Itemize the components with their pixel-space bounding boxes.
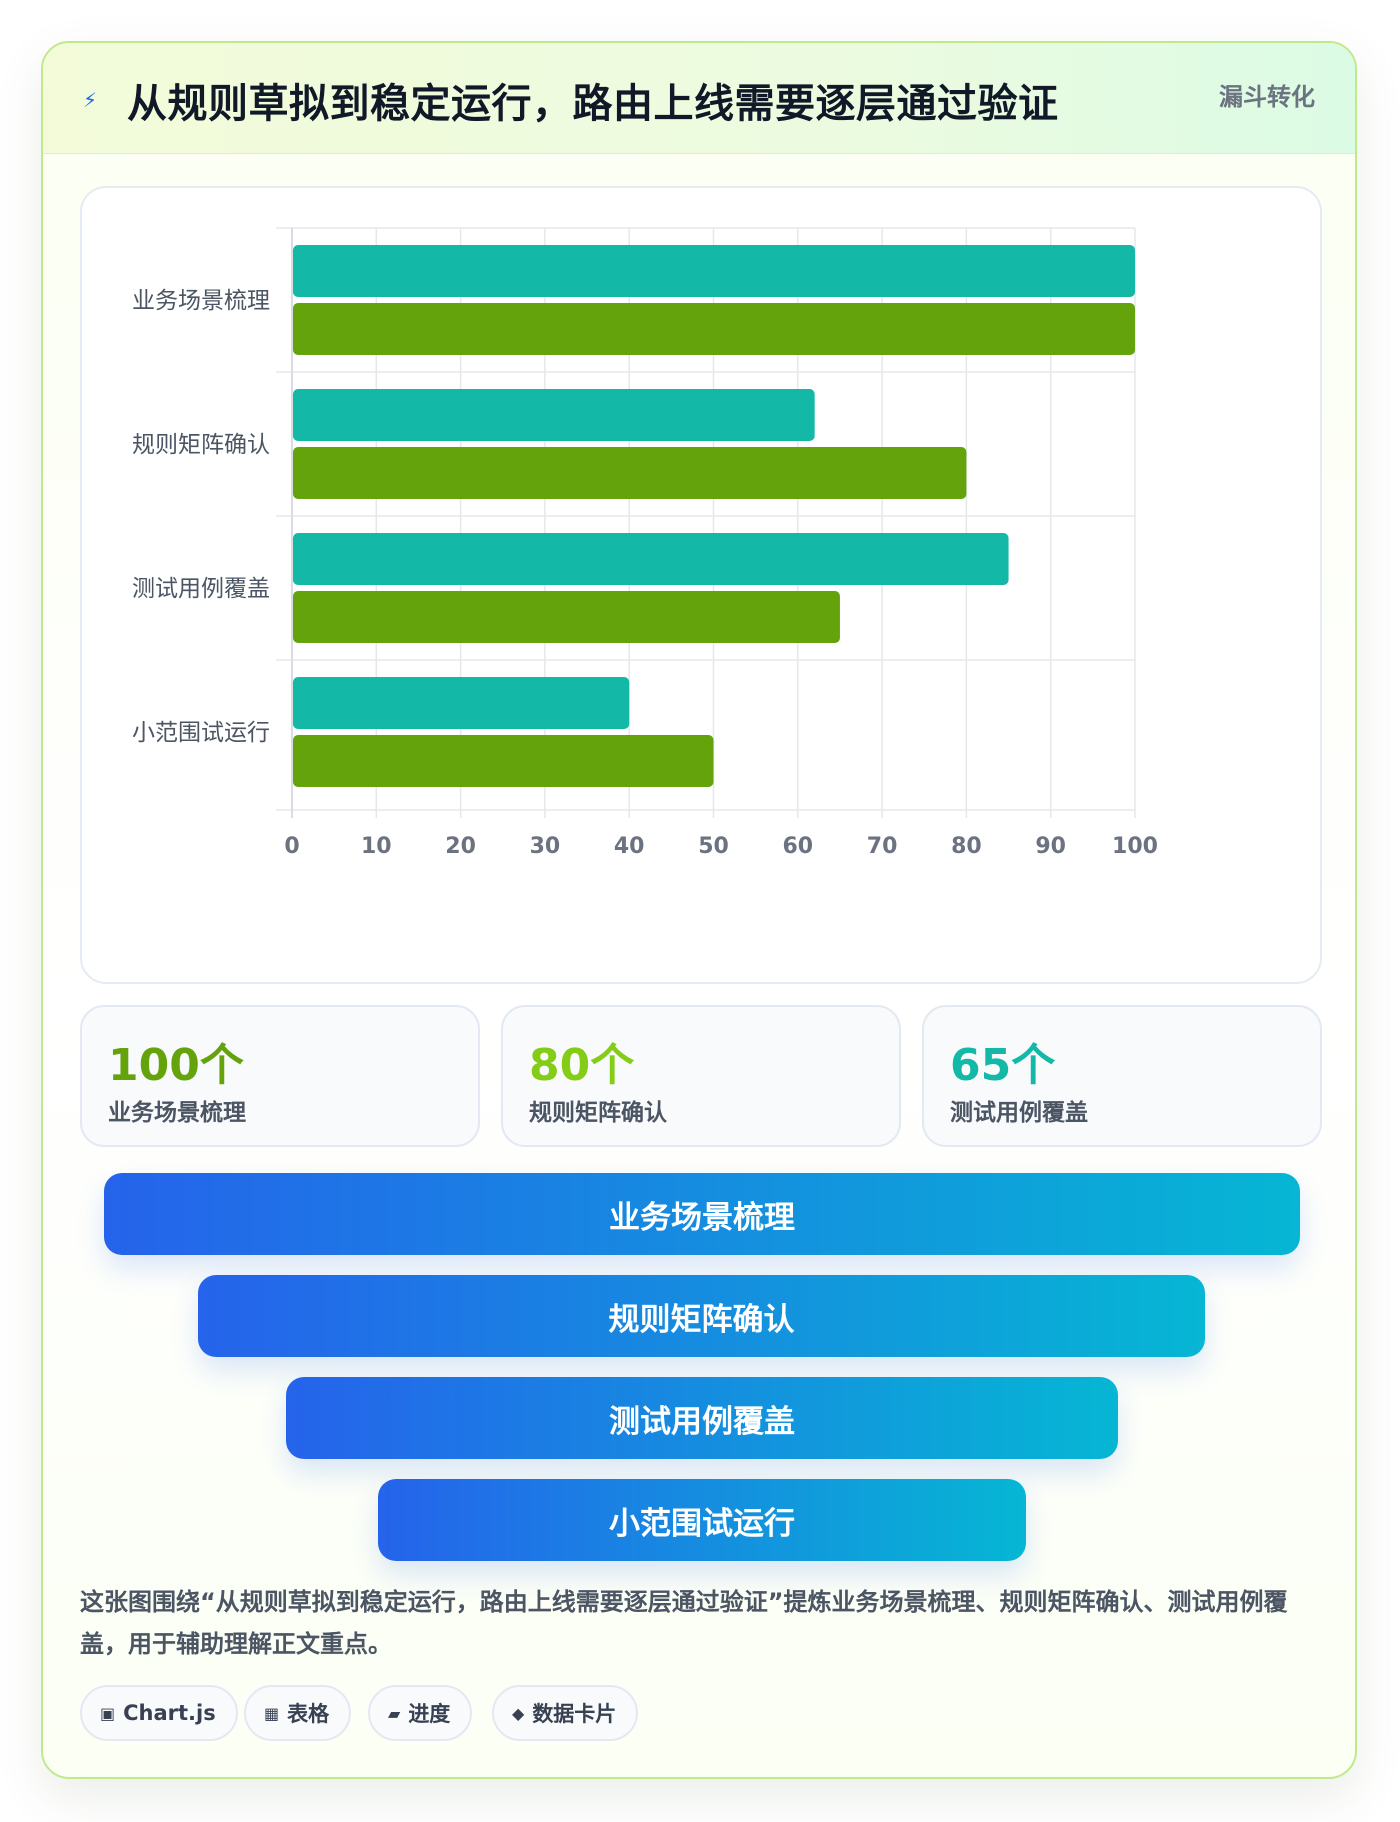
stat-card: 100个 业务场景梳理 bbox=[80, 1005, 480, 1147]
x-tick-label: 10 bbox=[361, 834, 392, 859]
stat-cards: 100个 业务场景梳理 80个 规则矩阵确认 65个 测试用例覆盖 bbox=[80, 1005, 1322, 1147]
x-tick-label: 100 bbox=[1112, 834, 1158, 859]
x-tick-label: 90 bbox=[1035, 834, 1066, 859]
infographic-card: ⚡ 从规则草拟到稳定运行，路由上线需要逐层通过验证 漏斗转化 0 10 20 30 40… bbox=[41, 41, 1357, 1779]
x-tick-label: 30 bbox=[530, 834, 561, 859]
chip-progress[interactable]: ▰ 进度 bbox=[368, 1685, 473, 1741]
x-tick-label: 40 bbox=[614, 834, 645, 859]
bar bbox=[293, 591, 840, 643]
page-title: 从规则草拟到稳定运行，路由上线需要逐层通过验证 bbox=[127, 81, 1059, 127]
category-label: 业务场景梳理 bbox=[132, 288, 270, 314]
stat-label: 规则矩阵确认 bbox=[529, 1100, 667, 1126]
stat-value: 80个 bbox=[529, 1040, 635, 1091]
card-header: ⚡ 从规则草拟到稳定运行，路由上线需要逐层通过验证 漏斗转化 bbox=[43, 43, 1355, 154]
bar bbox=[293, 533, 1009, 585]
bar bbox=[293, 389, 815, 441]
chart-panel: 0 10 20 30 40 50 60 70 80 90 100 业务场景梳理 规则矩阵确认 测试用例覆盖… bbox=[80, 186, 1322, 984]
bar bbox=[293, 677, 630, 729]
stat-label: 业务场景梳理 bbox=[108, 1100, 246, 1126]
x-tick-label: 20 bbox=[445, 834, 476, 859]
chart-type-tag: 漏斗转化 bbox=[1219, 83, 1315, 111]
category-label: 测试用例覆盖 bbox=[132, 576, 270, 602]
table-icon: ▦ bbox=[264, 1703, 280, 1723]
chip-data-card[interactable]: ◆ 数据卡片 bbox=[492, 1685, 639, 1741]
bar bbox=[293, 735, 714, 787]
bar-chart: 0 10 20 30 40 50 60 70 80 90 100 业务场景梳理规则矩阵确认测试用例覆盖… bbox=[132, 227, 1158, 859]
bar bbox=[293, 303, 1135, 355]
x-tick-label: 0 bbox=[284, 834, 299, 859]
stat-value: 65个 bbox=[950, 1040, 1056, 1091]
category-label: 规则矩阵确认 bbox=[132, 432, 270, 458]
bar bbox=[293, 447, 967, 499]
funnel-step: 规则矩阵确认 bbox=[198, 1275, 1205, 1357]
chip-label: 数据卡片 bbox=[532, 1702, 617, 1726]
funnel-step: 测试用例覆盖 bbox=[286, 1377, 1118, 1459]
chart-description: 这张图围绕“从规则草拟到稳定运行，路由上线需要逐层通过验证”提炼业务场景梳理、规… bbox=[80, 1588, 1288, 1658]
chip-table[interactable]: ▦ 表格 bbox=[244, 1685, 352, 1741]
x-tick-label: 50 bbox=[698, 834, 729, 859]
stat-card: 80个 规则矩阵确认 bbox=[501, 1005, 901, 1147]
funnel-step: 业务场景梳理 bbox=[104, 1173, 1300, 1255]
bar bbox=[293, 245, 1135, 297]
diamond-icon: ◆ bbox=[512, 1703, 525, 1723]
chip-label: 进度 bbox=[408, 1702, 451, 1726]
chip-label: Chart.js bbox=[123, 1701, 216, 1725]
stat-card: 65个 测试用例覆盖 bbox=[922, 1005, 1322, 1147]
x-tick-label: 80 bbox=[951, 834, 982, 859]
chart-icon: ▣ bbox=[100, 1703, 116, 1723]
funnel: 业务场景梳理 规则矩阵确认 测试用例覆盖 小范围试运行 bbox=[43, 1173, 1355, 1593]
chip-label: 表格 bbox=[287, 1702, 330, 1726]
stat-label: 测试用例覆盖 bbox=[950, 1100, 1088, 1126]
category-label: 小范围试运行 bbox=[132, 720, 270, 746]
x-tick-label: 70 bbox=[867, 834, 898, 859]
chip-chartjs[interactable]: ▣ Chart.js bbox=[80, 1685, 238, 1741]
stat-value: 100个 bbox=[108, 1040, 244, 1091]
lightning-icon: ⚡ bbox=[83, 88, 98, 112]
progress-icon: ▰ bbox=[388, 1703, 401, 1723]
funnel-step: 小范围试运行 bbox=[378, 1479, 1026, 1561]
x-tick-label: 60 bbox=[782, 834, 813, 859]
